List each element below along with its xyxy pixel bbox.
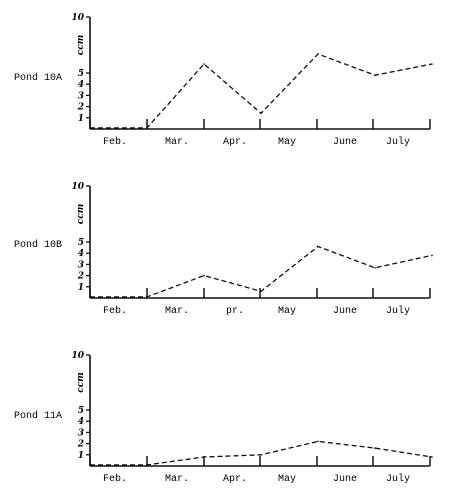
x-tick-label: May [278,306,296,317]
x-tick-label: June [333,306,357,317]
x-tick-label: Feb. [103,473,127,485]
y-tick-label: 10 [71,13,84,23]
chart-panel-3: Pond 11A 12 345 10 ccm Feb. Mar. Apr. May June Jul… [14,351,433,485]
x-tick-label: June [333,137,357,148]
y-tick-label: 2 [77,103,84,113]
y-tick-label: 2 [77,272,84,282]
data-point [146,464,148,466]
y-tick-label: 2 [77,440,84,450]
data-point [260,290,262,293]
x-tick-label: Feb. [103,136,127,148]
y-tick-label: 5 [78,69,84,79]
y-tick-label: 4 [78,249,84,259]
chart-panel-2: Pond 10B 12 345 10 ccm Feb. Mar. pr. May June July [14,182,433,317]
data-point [89,127,91,129]
y-axis-label: ccm [76,372,86,392]
x-tick-label: Apr. [223,474,247,485]
data-point [260,112,262,115]
y-tick-label: 1 [78,114,84,124]
x-tick-label: Mar. [165,306,189,317]
data-point [317,53,319,55]
data-point [146,296,148,298]
chart-panel-1: Pond 10A 12 345 10 ccm Feb. Mar. Apr. May June Jul… [14,13,433,148]
data-point [89,296,91,298]
y-tick-label: 4 [78,80,84,90]
data-point [431,456,433,458]
series-line [90,245,433,298]
x-tick-label: May [278,474,296,485]
y-tick-label: 5 [78,238,84,248]
x-tick-label: July [386,136,410,148]
data-point [431,254,433,257]
data-point [203,456,205,458]
panel-label: Pond 10B [14,239,62,251]
y-tick-label: 10 [71,182,84,192]
y-axis-label: ccm [76,35,86,55]
series-line [90,53,433,129]
data-point [374,74,376,77]
data-point [374,447,376,449]
y-axis-label: ccm [76,204,86,224]
y-tick-label: 1 [78,283,84,293]
y-tick-label: 5 [78,406,84,416]
panel-label: Pond 11A [14,410,62,422]
y-tick-label: 4 [78,417,84,427]
data-point [260,454,262,456]
data-point [317,245,319,248]
y-tick-label: 3 [78,91,84,101]
x-tick-label: May [278,137,296,148]
data-point [89,464,91,466]
x-tick-label: Mar. [165,474,189,485]
series-line [90,440,433,466]
panel-label: Pond 10A [14,72,62,84]
x-tick-label: June [333,474,357,485]
data-point [317,440,319,443]
x-tick-label: July [386,473,410,485]
data-point [431,63,433,65]
y-tick-label: 3 [78,428,84,438]
x-tick-label: Mar. [165,137,189,148]
data-point [203,274,205,277]
x-tick-label: Apr. [223,137,247,148]
data-point [203,63,205,65]
data-point [374,266,376,269]
y-tick-label: 3 [78,260,84,270]
x-tick-label: pr. [226,306,244,317]
y-tick-label: 10 [71,351,84,361]
y-tick-label: 1 [78,451,84,461]
data-point [146,127,148,129]
x-tick-label: July [386,305,410,317]
x-tick-label: Feb. [103,305,127,317]
